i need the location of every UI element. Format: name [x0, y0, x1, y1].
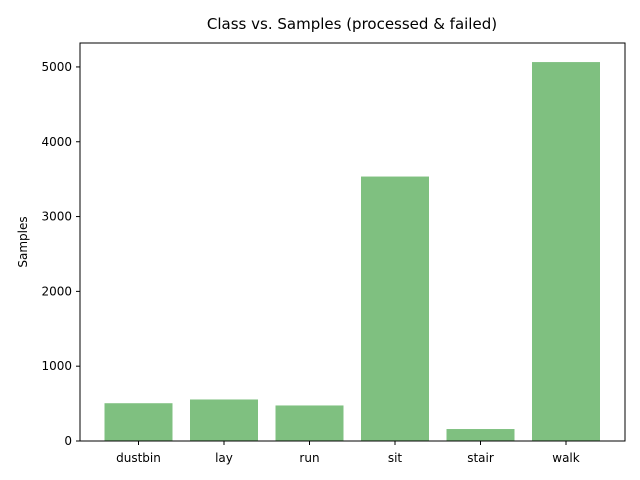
- bar-lay: [190, 399, 258, 441]
- y-axis-label: Samples: [16, 216, 30, 267]
- y-tick-label: 4000: [41, 135, 72, 149]
- x-tick-label: dustbin: [116, 451, 161, 465]
- x-tick-label: walk: [552, 451, 580, 465]
- y-axis-ticks: 0 1000 2000 3000 4000 5000: [41, 60, 80, 448]
- bar-run: [275, 405, 344, 441]
- y-tick-label: 0: [64, 434, 72, 448]
- bar-dustbin: [104, 403, 173, 441]
- chart-title: Class vs. Samples (processed & failed): [207, 15, 497, 33]
- x-tick-label: sit: [388, 451, 403, 465]
- y-tick-label: 5000: [41, 60, 72, 74]
- x-axis-ticks: dustbin lay run sit stair walk: [116, 441, 580, 465]
- bars-group: [104, 62, 600, 442]
- plot-frame: [79, 42, 626, 442]
- bar-walk: [532, 62, 600, 442]
- bar-sit: [361, 176, 429, 441]
- x-tick-label: stair: [467, 451, 494, 465]
- x-tick-label: lay: [215, 451, 233, 465]
- y-tick-label: 2000: [41, 284, 72, 298]
- bar-stair: [446, 429, 515, 441]
- y-tick-label: 3000: [41, 210, 72, 224]
- y-tick-label: 1000: [41, 359, 72, 373]
- x-tick-label: run: [299, 451, 319, 465]
